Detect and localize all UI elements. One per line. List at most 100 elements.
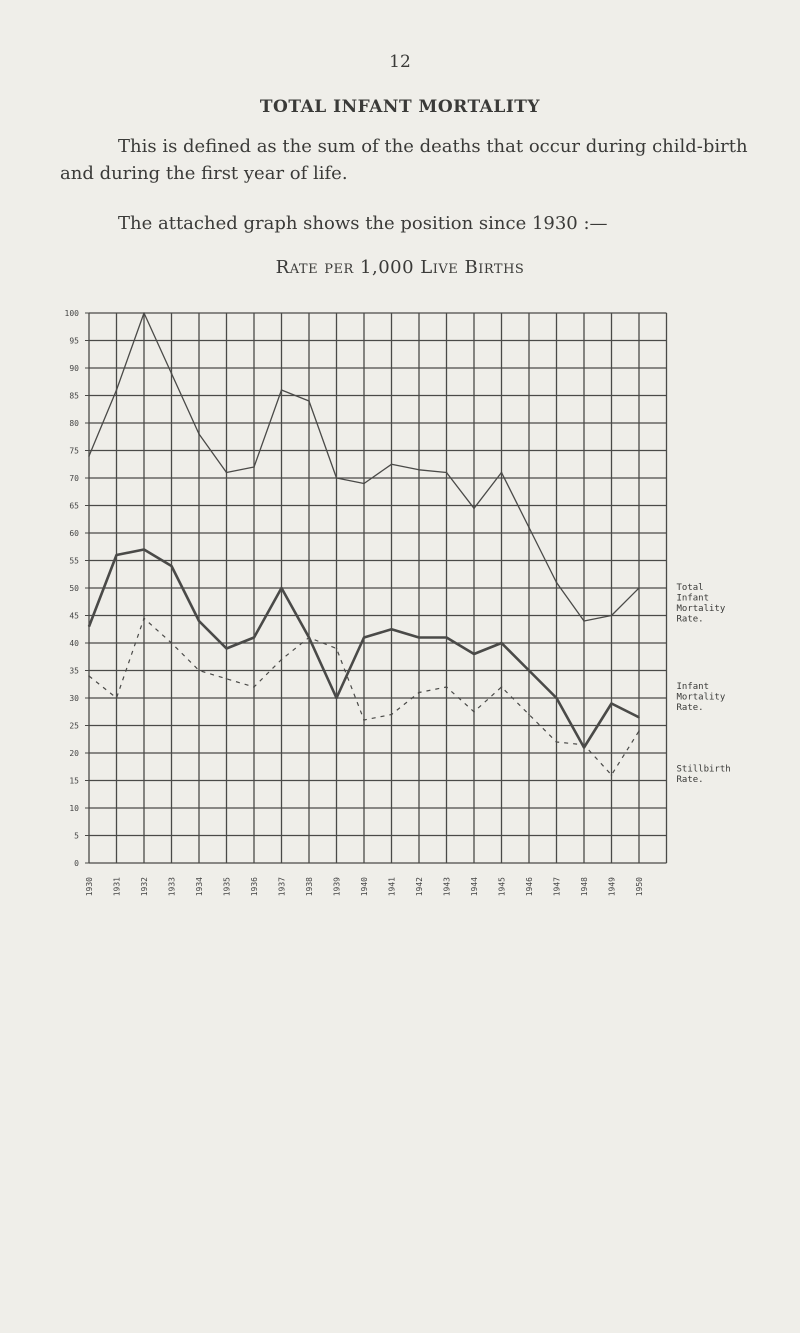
data-point [555,581,558,584]
x-tick-label: 1950 [635,877,644,896]
data-point [253,466,255,468]
data-point [418,636,420,639]
page-number: 12 [389,52,411,72]
y-tick-label: 60 [69,529,79,538]
data-point [115,697,118,699]
data-point [610,702,613,705]
y-tick-label: 40 [69,639,79,648]
data-point [610,614,613,617]
data-point [390,713,393,716]
data-point [445,686,448,688]
x-tick-label: 1930 [85,877,94,896]
data-point [418,468,420,471]
y-tick-label: 55 [69,557,79,566]
y-tick-label: 80 [69,419,79,428]
y-tick-label: 85 [69,392,79,401]
data-point [225,677,228,680]
x-tick-label: 1939 [333,877,342,896]
x-tick-label: 1935 [223,877,232,896]
x-tick-label: 1943 [443,877,452,896]
data-point [88,675,90,677]
legend-label-2: Stillbirth Rate. [677,765,731,786]
data-point [335,477,338,479]
data-point [115,554,118,556]
y-tick-label: 0 [74,859,79,868]
data-point [280,587,283,589]
x-tick-label: 1942 [415,877,424,896]
data-point [445,471,448,474]
data-point [170,565,173,567]
x-tick-label: 1933 [168,877,177,896]
x-tick-label: 1945 [498,877,507,896]
chart-title: Rate per 1,000 Live Births [275,257,525,278]
x-tick-label: 1938 [305,877,314,896]
y-tick-label: 95 [69,337,79,346]
data-point [500,471,503,474]
data-point [308,636,310,639]
data-point [473,507,475,510]
data-point [88,455,90,457]
data-point [253,636,255,639]
x-tick-label: 1937 [278,877,287,896]
data-point [473,653,475,655]
chart-legend: Total Infant Mortality Rate. Infant Mortality… [677,583,731,785]
data-point [473,710,475,713]
data-point [198,669,200,672]
data-point [528,526,530,529]
chart-series [87,312,640,776]
data-point [363,719,365,721]
data-point [143,617,145,620]
y-tick-label: 25 [69,722,79,731]
data-point [143,312,145,314]
data-point [363,482,365,485]
data-point [500,686,503,688]
page-heading: TOTAL INFANT MORTALITY [259,97,541,117]
x-tick-label: 1931 [113,877,122,896]
data-point [308,400,310,402]
data-point [638,730,640,732]
data-point [390,463,393,466]
legend-label-0: Total Infant Mortality Rate. [677,583,726,625]
data-point [225,647,228,650]
x-tick-label: 1936 [250,877,259,896]
data-point [555,741,558,743]
chart-grid [88,312,668,864]
data-point [638,716,640,719]
y-tick-label: 75 [69,447,79,456]
data-point [638,587,640,589]
data-point [583,746,585,749]
x-tick-label: 1940 [360,877,369,896]
data-point [363,636,365,639]
chart-axes: 0 5 10 15 20 25 30 35 40 45 50 55 60 65 70 75 80 85 90 95 10… [65,309,644,896]
data-point [280,389,283,391]
y-tick-label: 10 [69,804,79,813]
data-point [170,642,173,644]
data-point [528,713,530,716]
definition-paragraph: This is defined as the sum of the deaths… [60,136,748,184]
y-tick-label: 50 [69,584,79,593]
y-tick-label: 90 [69,364,79,373]
data-point [253,686,255,688]
data-point [198,433,200,435]
data-point [390,628,393,631]
data-point [198,620,200,622]
data-point [280,658,283,661]
data-point [500,642,503,644]
x-tick-label: 1948 [580,877,589,896]
data-point [88,625,90,628]
y-tick-label: 5 [74,832,79,841]
y-tick-label: 100 [65,309,80,318]
data-point [115,389,118,391]
data-point [170,372,173,375]
data-point [335,697,338,699]
data-point [445,636,448,639]
x-tick-label: 1949 [608,877,617,896]
data-point [583,620,585,622]
x-tick-label: 1947 [553,877,562,896]
y-tick-label: 35 [69,667,79,676]
y-tick-label: 45 [69,612,79,621]
data-point [555,697,558,699]
x-tick-label: 1941 [388,877,397,896]
intro-paragraph: The attached graph shows the position si… [118,213,608,234]
x-tick-label: 1946 [525,877,534,896]
